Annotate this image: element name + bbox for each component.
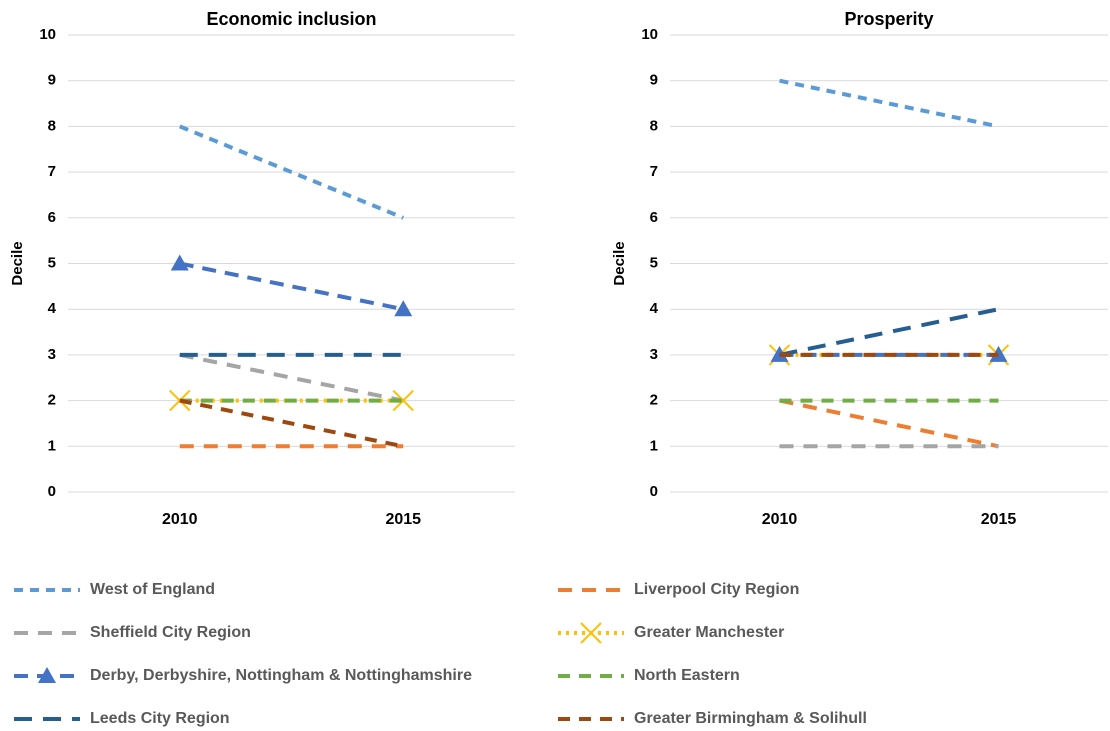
- y-tick-label: 10: [39, 26, 56, 43]
- marker: [580, 622, 602, 644]
- series-line: [179, 398, 404, 449]
- series-line: [179, 352, 404, 403]
- y-tick-label: 1: [650, 437, 658, 454]
- series-line: [779, 307, 999, 357]
- y-tick-label: 6: [650, 209, 658, 226]
- y-tick-label: 1: [48, 437, 56, 454]
- legend-label: North Eastern: [634, 667, 740, 684]
- y-tick-label: 9: [48, 72, 56, 89]
- y-tick-label: 4: [650, 300, 659, 317]
- marker: [170, 254, 189, 271]
- y-tick-label: 2: [48, 392, 56, 409]
- chart-title: Prosperity: [844, 9, 933, 29]
- marker: [38, 667, 56, 683]
- series-line: [779, 78, 999, 129]
- legend: West of England Liverpool City Region Shef…: [14, 581, 867, 727]
- x-tick-label: 2010: [162, 511, 198, 528]
- y-axis-label: Decile: [611, 241, 628, 285]
- series-line: [178, 124, 405, 220]
- y-tick-label: 10: [641, 26, 658, 43]
- y-tick-label: 4: [48, 300, 57, 317]
- y-tick-label: 3: [48, 346, 56, 363]
- y-axis-label: Decile: [9, 241, 26, 285]
- y-tick-label: 7: [48, 163, 56, 180]
- y-tick-label: 0: [48, 483, 56, 500]
- x-tick-label: 2015: [385, 511, 421, 528]
- y-tick-label: 8: [650, 117, 658, 134]
- y-tick-label: 2: [650, 392, 658, 409]
- y-tick-label: 9: [650, 72, 658, 89]
- legend-label: Greater Manchester: [634, 624, 784, 641]
- chart-title: Economic inclusion: [206, 9, 376, 29]
- marker: [394, 300, 413, 317]
- x-tick-label: 2015: [981, 511, 1017, 528]
- y-tick-label: 7: [650, 163, 658, 180]
- legend-label: Greater Birmingham & Solihull: [634, 710, 867, 727]
- y-tick-label: 6: [48, 209, 56, 226]
- marker: [392, 389, 414, 412]
- legend-label: Derby, Derbyshire, Nottingham & Nottingh…: [90, 667, 472, 684]
- x-tick-label: 2010: [762, 511, 798, 528]
- y-tick-label: 5: [650, 254, 658, 271]
- legend-label: Liverpool City Region: [634, 581, 799, 598]
- y-tick-label: 0: [650, 483, 658, 500]
- legend-label: West of England: [90, 581, 215, 598]
- y-tick-label: 3: [650, 346, 658, 363]
- legend-label: Sheffield City Region: [90, 624, 251, 641]
- series-line: [179, 261, 404, 312]
- series-line: [779, 398, 999, 449]
- y-tick-label: 5: [48, 254, 56, 271]
- legend-label: Leeds City Region: [90, 710, 230, 727]
- y-tick-label: 8: [48, 117, 56, 134]
